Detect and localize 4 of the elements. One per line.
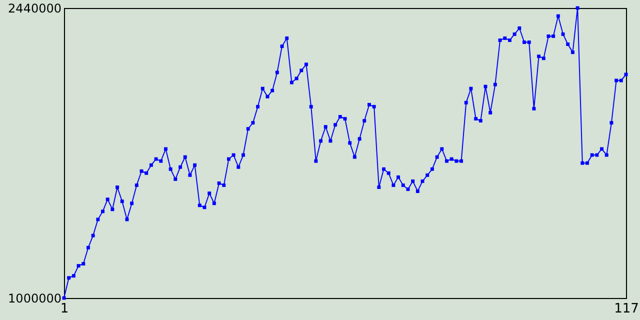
x-tick-label: 1: [60, 302, 69, 316]
y-tick-label: 1000000: [8, 292, 62, 306]
x-tick-label: 117: [614, 302, 639, 316]
y-tick-label: 2440000: [8, 2, 62, 16]
